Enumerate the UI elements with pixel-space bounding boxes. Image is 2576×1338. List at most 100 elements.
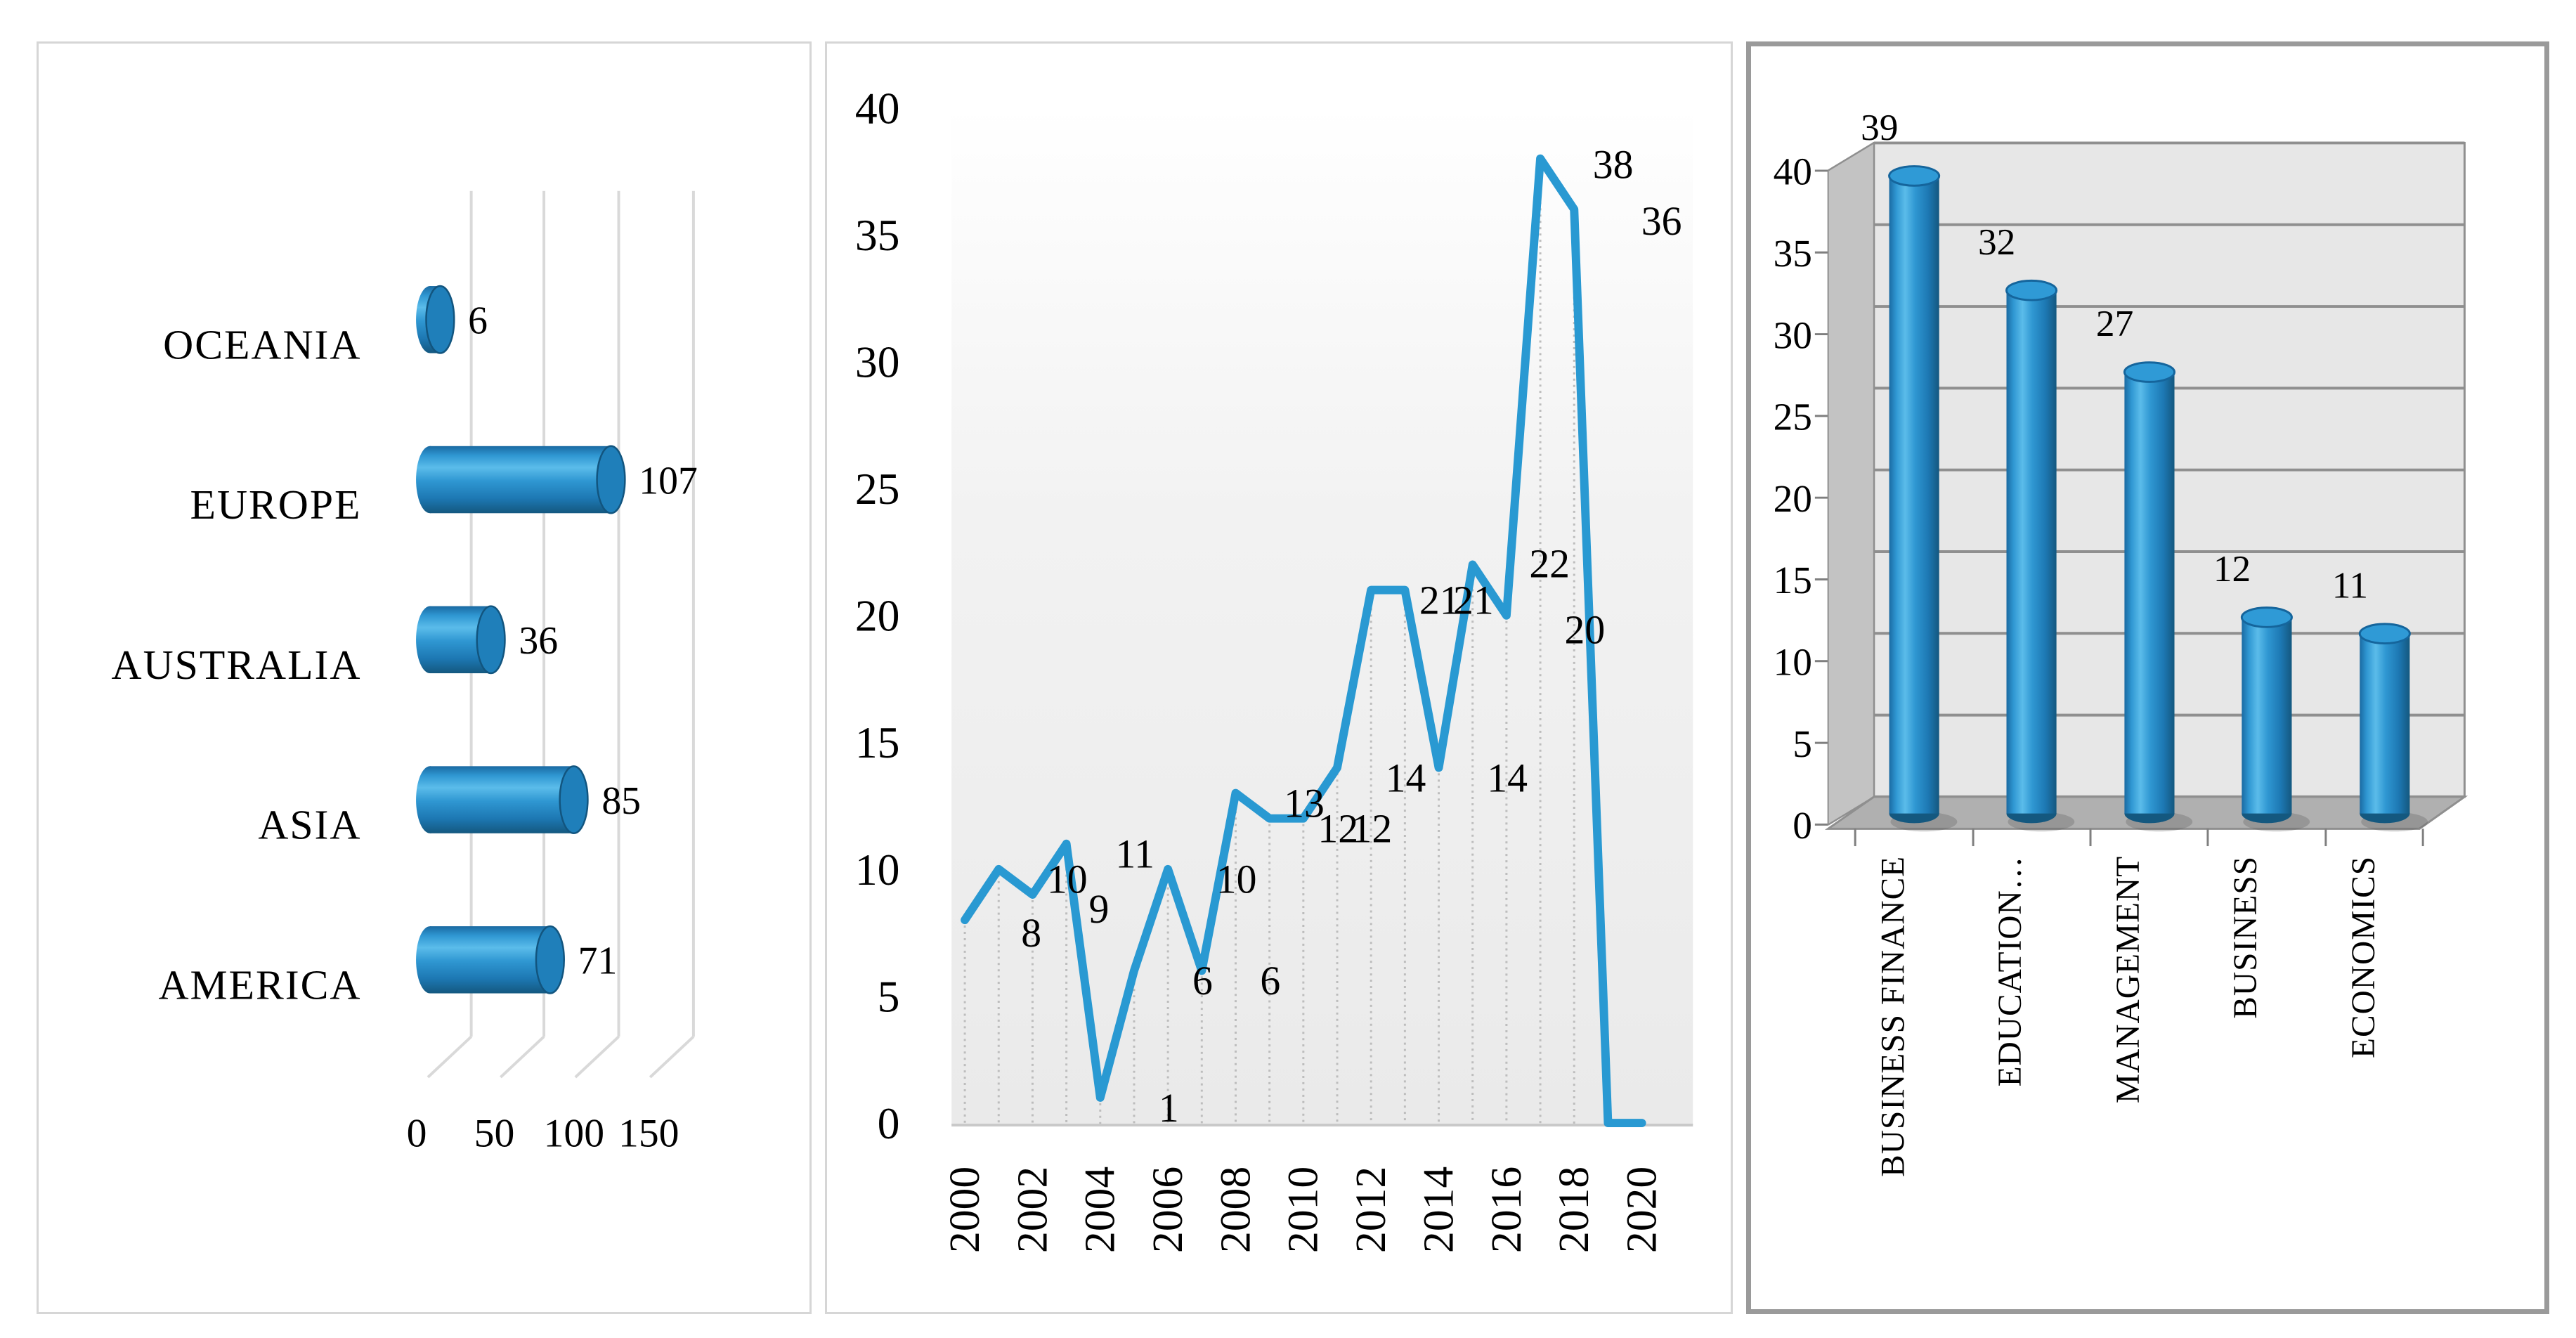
bar-cylinder (1888, 165, 1941, 824)
x-axis-year-label: 2008 (1211, 1167, 1259, 1253)
x-axis-year-label: 2012 (1347, 1167, 1395, 1253)
bar-value-label: 107 (639, 459, 698, 502)
point-data-label: 1 (1159, 1086, 1179, 1131)
continents-bar-chart: 0 50 100 150 OCEANIA EUROPE AUSTRALIA ASIA AMERI… (112, 190, 698, 1155)
cylinder-end-cap (476, 605, 506, 675)
cylinder-top-cap (2358, 623, 2411, 645)
x-axis-tick-label: 50 (474, 1111, 515, 1155)
cylinder-body (2006, 290, 2057, 814)
category-label: MANAGEMENT (2110, 856, 2147, 1103)
category-label: BUSINESS FINANCE (1875, 856, 1911, 1177)
bar-value-label: 71 (578, 940, 618, 983)
bar-cylinder (2240, 606, 2293, 824)
y-axis-tick-label: 5 (1793, 722, 1812, 765)
bar-cylinder (2358, 623, 2411, 824)
point-data-label: 6 (1192, 959, 1213, 1003)
bar-cylinder (416, 925, 565, 994)
point-data-label: 13 (1284, 781, 1325, 826)
bar-cylinder (416, 605, 506, 675)
point-data-label: 12 (1352, 807, 1393, 852)
x-axis-year-label: 2016 (1483, 1167, 1530, 1253)
bar-value-label: 6 (468, 299, 488, 343)
x-axis-year-label: 2000 (941, 1167, 989, 1253)
cylinder-body (429, 926, 550, 994)
y-axis-tick-label: 25 (855, 464, 900, 514)
cylinder-top-cap (2240, 606, 2293, 628)
category-label: ECONOMICS (2346, 856, 2382, 1058)
category-label: EDUCATION… (1992, 856, 2029, 1087)
category-label: EUROPE (190, 481, 362, 528)
category-label: OCEANIA (163, 321, 361, 368)
cylinder-top-cap (1888, 165, 1941, 187)
gridline-3d-foot (427, 1035, 472, 1079)
y-axis-tick-label: 20 (855, 591, 900, 641)
point-data-label: 10 (1216, 858, 1257, 902)
bar-cylinder (2005, 279, 2058, 824)
y-axis-tick-label: 40 (855, 83, 900, 133)
bar-value-label: 32 (1978, 221, 2015, 263)
y-axis-tick-label: 25 (1774, 396, 1812, 439)
y-axis-tick-label: 30 (855, 337, 900, 387)
bar-value-label: 39 (1861, 106, 1898, 148)
subjects-bar-chart: 0 5 10 15 20 25 30 35 40 39 32 27 12 11 BUSINESS FINAN… (1774, 106, 2468, 1177)
cylinder-top-cap (2005, 279, 2058, 301)
cylinder-end-cap (596, 445, 626, 514)
bar-cylinder (416, 445, 626, 514)
line-series (961, 154, 1646, 1128)
point-data-label: 38 (1593, 143, 1634, 188)
y-axis-tick-label: 0 (878, 1098, 900, 1148)
bar-cylinder (416, 765, 589, 835)
y-axis-tick-label: 35 (1774, 232, 1812, 275)
point-data-label: 11 (1115, 833, 1154, 877)
x-axis-year-label: 2018 (1550, 1167, 1598, 1253)
panel-years-chart: 0 5 10 15 20 25 30 35 40 8 10 9 11 1 6 10 6 13 12 12 14 21 21 1… (825, 41, 1733, 1314)
y-axis-tick-label: 30 (1774, 313, 1812, 356)
category-label: AUSTRALIA (112, 642, 362, 688)
point-data-label: 21 (1419, 578, 1460, 623)
years-line-chart: 0510152025303540810911161061312121421211… (855, 83, 1693, 1253)
x-axis-tick-label: 0 (407, 1111, 427, 1155)
y-axis-tick-label: 10 (855, 845, 900, 895)
y-axis-tick-label: 15 (855, 717, 900, 767)
x-axis-year-label: 2002 (1008, 1167, 1056, 1253)
cylinder-top-cap (2123, 361, 2176, 383)
x-axis-year-label: 2010 (1280, 1167, 1327, 1253)
cylinder-body (1889, 176, 1939, 814)
point-data-label: 36 (1641, 200, 1682, 244)
y-axis-tick-label: 10 (1774, 641, 1812, 684)
y-axis-tick-label: 40 (1774, 150, 1812, 193)
y-axis-tick-label: 35 (855, 210, 900, 260)
cylinder-body (429, 446, 611, 514)
y-axis-tick-label: 0 (1793, 804, 1812, 847)
cylinder-body (2360, 633, 2410, 814)
bar-cylinder (2123, 361, 2176, 824)
panel-subjects-chart: 0 5 10 15 20 25 30 35 40 39 32 27 12 11 BUSINESS FINAN… (1746, 41, 2549, 1314)
panel-continents-chart: 0 50 100 150 OCEANIA EUROPE AUSTRALIA ASIA AMERI… (37, 41, 812, 1314)
bar-cylinder (416, 285, 455, 354)
point-data-label: 9 (1089, 888, 1110, 932)
x-axis-tick-label: 150 (618, 1111, 679, 1155)
y-axis-tick-label: 5 (878, 971, 900, 1021)
point-data-label: 6 (1260, 959, 1280, 1003)
x-axis-year-label: 2014 (1414, 1167, 1462, 1253)
point-data-label: 14 (1487, 756, 1528, 800)
point-data-label: 10 (1047, 858, 1088, 902)
cylinder-body (2124, 372, 2175, 814)
point-data-label: 21 (1453, 578, 1494, 623)
point-data-label: 20 (1565, 609, 1606, 653)
point-data-label: 14 (1386, 756, 1426, 800)
point-data-label: 12 (1318, 807, 1358, 852)
x-axis-year-label: 2006 (1144, 1167, 1192, 1253)
cylinder-end-cap (559, 765, 589, 835)
cylinder-body (429, 766, 574, 833)
bar-value-label: 27 (2096, 302, 2133, 344)
y-axis-tick-label: 20 (1774, 477, 1812, 520)
plot-area (951, 105, 1693, 1126)
bar-value-label: 11 (2332, 564, 2368, 606)
gridline-3d-foot (574, 1035, 620, 1079)
x-axis-year-label: 2004 (1076, 1167, 1124, 1253)
category-label: AMERICA (158, 962, 361, 1008)
category-label: BUSINESS (2227, 856, 2264, 1019)
side-wall (1827, 141, 1875, 826)
y-axis-tick-label: 15 (1774, 559, 1812, 602)
